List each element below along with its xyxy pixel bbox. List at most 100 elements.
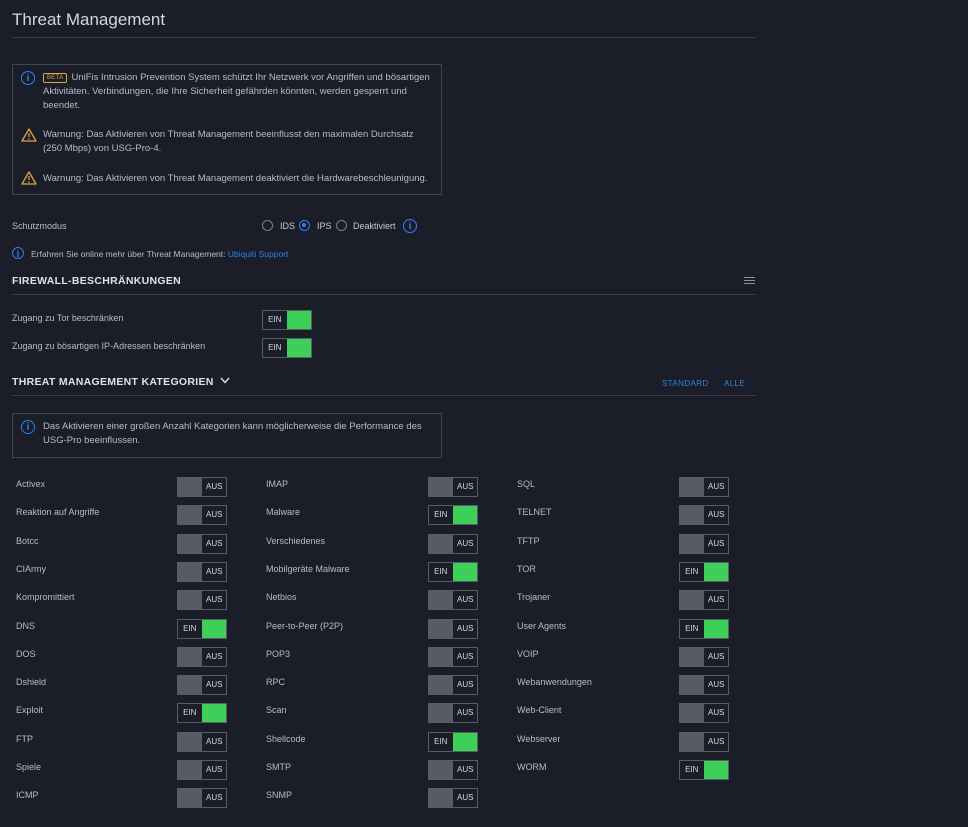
toggle-knob (452, 562, 477, 581)
toggle-state-label: AUS (708, 538, 725, 548)
category-toggle-mobilgeräte-malware[interactable]: EIN (428, 561, 478, 582)
radio-ids-label[interactable]: IDS (280, 221, 296, 231)
restrict-tor-toggle[interactable]: EIN (262, 310, 312, 330)
radio-disabled-label[interactable]: Deaktiviert (353, 221, 396, 231)
category-toggle-user-agents[interactable]: EIN (679, 618, 729, 639)
category-toggle-activex[interactable]: AUS (177, 477, 227, 497)
category-toggle-tftp[interactable]: AUS (679, 533, 729, 554)
category-toggle-dos[interactable]: AUS (177, 646, 227, 667)
category-label-imap: IMAP (266, 479, 289, 489)
toggle-state-label: AUS (206, 566, 223, 576)
hw-accel-warning-text: Warnung: Das Aktivieren von Threat Manag… (43, 173, 428, 184)
category-toggle-tor[interactable]: EIN (679, 561, 729, 582)
category-toggle-imap[interactable]: AUS (428, 477, 478, 497)
category-toggle-kompromittiert[interactable]: AUS (177, 590, 227, 611)
warning-icon (21, 128, 37, 142)
category-label-icmp: ICMP (16, 790, 39, 801)
toggle-state-label: AUS (206, 680, 223, 690)
toggle-knob (429, 647, 454, 666)
category-toggle-rpc[interactable]: AUS (428, 675, 478, 696)
radio-ips-label[interactable]: IPS (317, 221, 332, 231)
toggle-knob (703, 562, 728, 581)
toggle-knob (703, 761, 728, 779)
toggle-state-label: AUS (457, 765, 474, 774)
category-toggle-peer-to-peer-p2p[interactable]: AUS (428, 618, 478, 639)
toggle-knob (680, 647, 705, 666)
category-toggle-dshield[interactable]: AUS (177, 675, 227, 696)
category-toggle-shellcode[interactable]: EIN (428, 731, 478, 752)
category-label-shellcode: Shellcode (266, 733, 306, 744)
toggle-knob (680, 704, 705, 723)
category-toggle-webserver[interactable]: AUS (679, 731, 729, 752)
standard-button[interactable]: STANDARD (662, 379, 709, 388)
category-toggle-webanwendungen[interactable]: AUS (679, 675, 729, 696)
category-toggle-malware[interactable]: EIN (428, 505, 478, 526)
category-label-telnet: TELNET (517, 507, 552, 518)
toggle-knob (178, 506, 203, 525)
toggle-knob (201, 619, 226, 638)
info-icon: i (21, 71, 35, 85)
category-label-trojaner: Trojaner (517, 592, 551, 603)
category-toggle-scan[interactable]: AUS (428, 703, 478, 724)
chevron-down-icon[interactable] (220, 377, 230, 384)
toggle-state-label: AUS (206, 538, 223, 548)
toggle-state-label: EIN (685, 623, 699, 633)
radio-disabled[interactable] (336, 220, 347, 231)
category-label-reaktion-auf-angriffe: Reaktion auf Angriffe (16, 507, 100, 518)
ubiquiti-support-link[interactable]: Ubiquiti Support (227, 249, 289, 259)
toggle-state-label: EIN (434, 736, 448, 746)
info-icon: i (12, 247, 24, 259)
category-label-ciarmy: CIArmy (16, 563, 46, 574)
category-toggle-dns[interactable]: EIN (177, 618, 227, 639)
toggle-state-label: AUS (457, 793, 474, 803)
category-toggle-netbios[interactable]: AUS (428, 590, 478, 611)
category-toggle-verschiedenes[interactable]: AUS (428, 533, 478, 554)
firewall-section-title: FIREWALL-BESCHRÄNKUNGEN (12, 275, 182, 287)
toggle-state-label: AUS (206, 651, 223, 661)
restrict-tor-label: Zugang zu Tor beschränken (12, 313, 124, 323)
toggle-knob (429, 619, 454, 638)
toggle-state-label: AUS (708, 680, 725, 690)
toggle-knob (452, 506, 477, 525)
radio-ids[interactable] (262, 220, 273, 231)
category-toggle-botcc[interactable]: AUS (177, 533, 227, 554)
radio-ips[interactable] (299, 220, 310, 231)
category-toggle-sql[interactable]: AUS (679, 477, 729, 497)
category-toggle-ftp[interactable]: AUS (177, 731, 227, 752)
category-label-spiele: Spiele (16, 762, 42, 772)
category-toggle-ciarmy[interactable]: AUS (177, 561, 227, 582)
category-label-activex: Activex (16, 479, 46, 489)
category-toggle-icmp[interactable]: AUS (177, 788, 227, 809)
toggle-state-label: AUS (708, 736, 725, 746)
category-toggle-spiele[interactable]: AUS (177, 760, 227, 780)
category-toggle-reaktion-auf-angriffe[interactable]: AUS (177, 505, 227, 526)
category-toggle-voip[interactable]: AUS (679, 646, 729, 667)
toggle-state-label: AUS (457, 595, 474, 605)
toggle-knob (429, 591, 454, 610)
toggle-state-label: AUS (708, 482, 725, 491)
category-toggle-pop3[interactable]: AUS (428, 646, 478, 667)
restrict-malicious-ip-toggle[interactable]: EIN (262, 338, 312, 358)
categories-divider (12, 395, 756, 396)
category-toggle-worm[interactable]: EIN (679, 760, 729, 780)
toggle-knob (680, 732, 705, 751)
category-toggle-trojaner[interactable]: AUS (679, 590, 729, 611)
info-icon[interactable]: i (403, 219, 417, 233)
category-label-web-client: Web-Client (517, 705, 562, 716)
category-toggle-telnet[interactable]: AUS (679, 505, 729, 526)
category-label-worm: WORM (517, 762, 547, 772)
category-toggle-exploit[interactable]: EIN (177, 703, 227, 724)
category-label-scan: Scan (266, 705, 287, 716)
all-button[interactable]: ALLE (724, 379, 746, 388)
category-label-verschiedenes: Verschiedenes (266, 535, 326, 546)
beta-badge: BETA (43, 73, 68, 83)
categories-section-title[interactable]: THREAT MANAGEMENT KATEGORIEN (12, 376, 230, 388)
category-toggle-snmp[interactable]: AUS (428, 788, 478, 809)
menu-icon[interactable] (744, 277, 755, 284)
category-toggle-smtp[interactable]: AUS (428, 760, 478, 780)
category-label-dos: DOS (16, 648, 36, 659)
toggle-knob (178, 591, 203, 610)
category-toggle-web-client[interactable]: AUS (679, 703, 729, 724)
toggle-knob (178, 478, 203, 496)
toggle-knob (178, 761, 203, 779)
